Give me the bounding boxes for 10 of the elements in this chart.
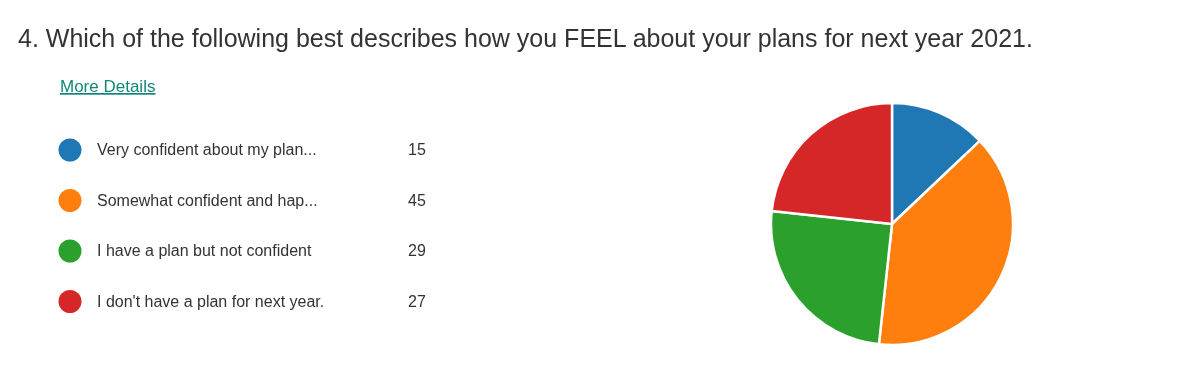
data-label: 29	[408, 242, 426, 259]
text: More Details	[60, 77, 156, 96]
legend-label: Somewhat confident and hap...	[97, 191, 318, 209]
legend-label: I don't have a plan for next year.	[97, 292, 325, 310]
legend-label: I have a plan but not confident	[97, 242, 312, 259]
data-label: 45	[408, 191, 426, 209]
data-label: 15	[408, 141, 426, 158]
legend-label: Very confident about my plan...	[97, 141, 317, 158]
data-label: 27	[408, 292, 426, 310]
chart-title: 4. Which of the following best describes how you FEEL about your plans for next year 2021.	[18, 24, 1033, 52]
